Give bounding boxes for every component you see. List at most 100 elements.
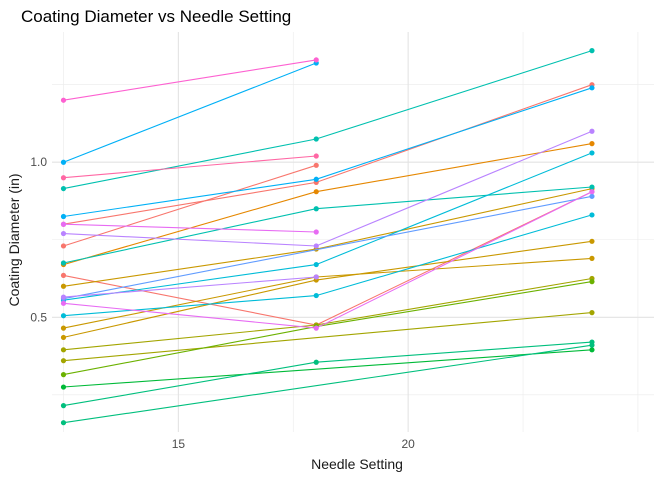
data-point (60, 294, 67, 300)
series (60, 85, 595, 220)
data-point (313, 206, 319, 212)
series (60, 128, 595, 249)
series (60, 238, 595, 341)
series-line (63, 344, 593, 424)
data-point (60, 358, 67, 364)
data-point (313, 359, 319, 365)
series (60, 184, 595, 266)
series (60, 57, 319, 103)
data-point (60, 313, 67, 319)
data-point (60, 384, 67, 390)
series (60, 189, 595, 328)
y-tick-label: 0.5 (30, 310, 47, 324)
series-line (63, 155, 317, 179)
data-point (60, 243, 67, 249)
data-point (60, 213, 67, 220)
series-line (63, 312, 593, 362)
series-line (63, 59, 317, 101)
series (60, 347, 595, 390)
data-point (589, 347, 595, 353)
data-point (589, 85, 595, 91)
data-point (60, 185, 67, 192)
data-point (313, 325, 319, 331)
data-point (313, 189, 319, 195)
data-point (313, 176, 319, 182)
series-line (63, 164, 317, 247)
series (60, 153, 319, 181)
series (60, 342, 595, 426)
data-point (60, 334, 67, 341)
series-line (63, 195, 593, 300)
series-group (60, 48, 595, 426)
data-point (60, 403, 67, 409)
series-line (63, 186, 593, 264)
series-line (63, 87, 593, 218)
series (60, 193, 595, 302)
data-point (313, 274, 319, 280)
series (60, 189, 595, 331)
data-point (313, 292, 319, 299)
x-tick-label: 20 (401, 437, 415, 451)
data-point (60, 159, 67, 165)
series (60, 221, 319, 235)
data-point (60, 300, 67, 306)
data-point (589, 255, 595, 261)
series (60, 212, 595, 319)
data-point (589, 279, 595, 285)
series-line (63, 341, 593, 407)
data-point (60, 272, 67, 279)
data-point (60, 347, 67, 353)
data-point (313, 153, 319, 159)
data-point (60, 260, 67, 266)
y-axis-title: Coating Diameter (in) (6, 173, 22, 306)
data-point (60, 230, 67, 237)
series (60, 279, 595, 378)
series-line (63, 50, 593, 190)
grid (52, 32, 654, 432)
data-point (589, 48, 595, 54)
series-line (63, 84, 593, 225)
data-point (589, 128, 595, 134)
series (60, 275, 595, 353)
series (60, 48, 595, 192)
x-tick-label: 15 (172, 437, 186, 451)
data-point (589, 212, 595, 218)
data-point (589, 150, 595, 156)
data-point (589, 342, 595, 348)
data-point (60, 221, 67, 227)
x-axis-title: Needle Setting (311, 456, 403, 472)
series-line (63, 62, 317, 163)
series-line (63, 281, 593, 376)
data-point (589, 193, 595, 199)
series (60, 141, 595, 268)
data-point (313, 162, 319, 168)
data-point (589, 310, 595, 316)
data-point (60, 372, 67, 378)
data-point (60, 97, 67, 103)
series-line (63, 130, 593, 247)
series (60, 310, 595, 364)
series-line (63, 223, 317, 233)
data-point (589, 189, 595, 195)
data-point (60, 420, 67, 426)
data-point (313, 229, 319, 235)
series (60, 339, 595, 409)
chart-title: Coating Diameter vs Needle Setting (21, 7, 291, 26)
tick-labels: 15 20 0.5 1.0 (30, 155, 415, 451)
series (60, 60, 319, 165)
data-point (589, 141, 595, 147)
data-point (313, 243, 319, 249)
data-point (313, 57, 319, 63)
data-point (589, 184, 595, 190)
series (60, 162, 319, 249)
series-line (63, 276, 317, 298)
data-point (60, 175, 67, 181)
y-tick-label: 1.0 (30, 155, 47, 169)
series-line (63, 349, 593, 388)
data-point (60, 325, 67, 331)
series (60, 274, 319, 300)
data-point (589, 238, 595, 244)
data-point (60, 283, 67, 289)
